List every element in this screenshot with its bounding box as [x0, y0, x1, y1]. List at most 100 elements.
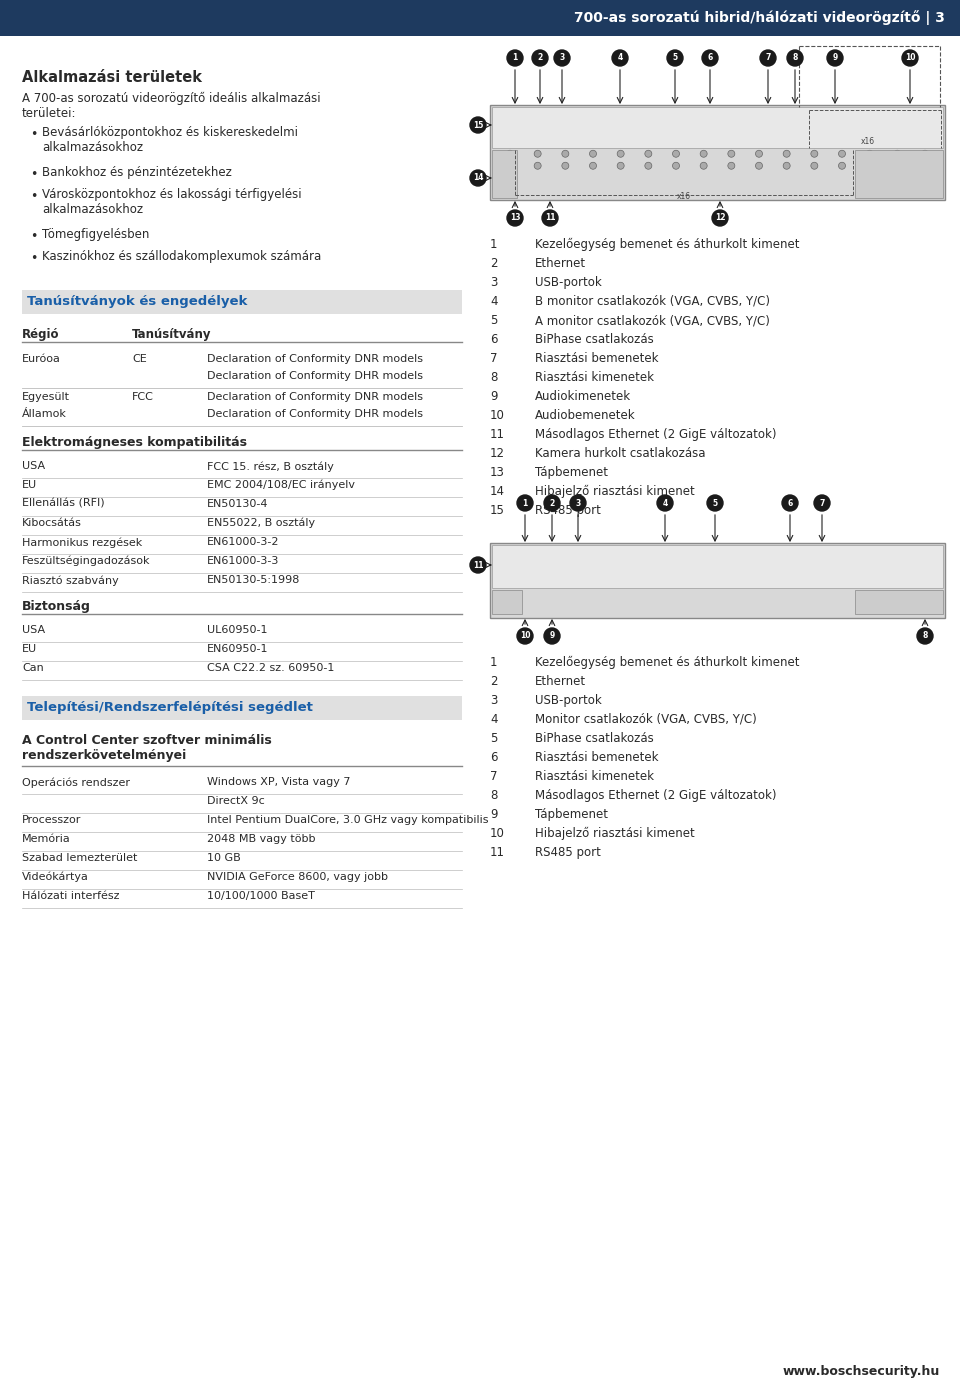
Circle shape [811, 162, 818, 169]
Text: Ethernet: Ethernet [535, 257, 587, 269]
Bar [490, 105, 945, 200]
Text: Harmonikus rezgések: Harmonikus rezgések [22, 537, 142, 547]
Text: B monitor csatlakozók (VGA, CVBS, Y/C): B monitor csatlakozók (VGA, CVBS, Y/C) [535, 295, 770, 309]
Text: 11: 11 [490, 846, 505, 859]
Text: Declaration of Conformity DNR models: Declaration of Conformity DNR models [207, 355, 423, 364]
Circle shape [645, 151, 652, 158]
Text: 11: 11 [490, 429, 505, 441]
Bar [855, 591, 943, 614]
Bar [0, 0, 960, 36]
Text: 9: 9 [490, 808, 497, 821]
Text: Biztonság: Biztonság [22, 600, 91, 613]
Text: Másodlagos Ethernet (2 GigE változatok): Másodlagos Ethernet (2 GigE változatok) [535, 789, 777, 801]
Text: UL60950-1: UL60950-1 [207, 625, 268, 635]
Text: 1: 1 [513, 53, 517, 63]
Text: 700-as sorozatú hibrid/hálózati videorögzítő | 3: 700-as sorozatú hibrid/hálózati videorög… [574, 11, 945, 25]
Bar [855, 149, 943, 198]
Circle shape [667, 50, 683, 66]
Circle shape [811, 151, 818, 158]
Circle shape [612, 50, 628, 66]
Text: 14: 14 [490, 484, 505, 498]
Text: Kezelőegység bemenet és áthurkolt kimenet: Kezelőegység bemenet és áthurkolt kimene… [535, 656, 800, 669]
Text: Can: Can [22, 663, 44, 673]
Text: 4: 4 [490, 295, 497, 309]
Circle shape [507, 162, 514, 169]
Text: 10 GB: 10 GB [207, 853, 241, 863]
Text: EN55022, B osztály: EN55022, B osztály [207, 518, 315, 529]
Circle shape [814, 496, 830, 511]
Circle shape [517, 628, 533, 644]
Text: Videókártya: Videókártya [22, 872, 89, 882]
Text: 11: 11 [472, 561, 483, 570]
Text: EU: EU [22, 480, 37, 490]
Text: Telepítési/Rendszerfelépítési segédlet: Telepítési/Rendszerfelépítési segédlet [27, 702, 313, 715]
Text: RS485 port: RS485 port [535, 504, 601, 517]
Text: Tápbemenet: Tápbemenet [535, 808, 608, 821]
Text: Feszültségingadozások: Feszültségingadozások [22, 556, 151, 567]
Text: 8: 8 [490, 371, 497, 384]
Text: 10/100/1000 BaseT: 10/100/1000 BaseT [207, 891, 315, 900]
Circle shape [827, 50, 843, 66]
Text: Memória: Memória [22, 833, 71, 845]
Text: Hálózati interfész: Hálózati interfész [22, 891, 119, 900]
Circle shape [617, 162, 624, 169]
Text: Hibajelző riasztási kimenet: Hibajelző riasztási kimenet [535, 484, 695, 498]
Text: CSA C22.2 sz. 60950-1: CSA C22.2 sz. 60950-1 [207, 663, 334, 673]
Circle shape [542, 209, 558, 226]
Text: Hibajelző riasztási kimenet: Hibajelző riasztási kimenet [535, 826, 695, 840]
Text: 8: 8 [490, 789, 497, 801]
Text: FCC 15. rész, B osztály: FCC 15. rész, B osztály [207, 461, 334, 472]
Circle shape [470, 557, 486, 572]
Text: 5: 5 [712, 498, 717, 508]
Circle shape [673, 162, 680, 169]
Circle shape [673, 151, 680, 158]
Circle shape [532, 50, 548, 66]
Text: Tápbemenet: Tápbemenet [535, 466, 608, 479]
Text: Tanúsítványok és engedélyek: Tanúsítványok és engedélyek [27, 296, 248, 309]
Text: 5: 5 [672, 53, 678, 63]
Text: USA: USA [22, 625, 45, 635]
Circle shape [917, 628, 933, 644]
Text: Régió: Régió [22, 328, 60, 341]
Text: 6: 6 [490, 334, 497, 346]
Circle shape [728, 151, 734, 158]
Circle shape [507, 50, 523, 66]
Circle shape [756, 151, 762, 158]
Bar [492, 107, 943, 148]
Circle shape [922, 162, 928, 169]
Text: Ellenállás (RFI): Ellenállás (RFI) [22, 498, 105, 510]
Circle shape [570, 496, 586, 511]
Text: Operációs rendszer: Operációs rendszer [22, 778, 130, 787]
Text: 2: 2 [538, 53, 542, 63]
Text: DirectX 9c: DirectX 9c [207, 796, 265, 805]
Text: Riasztási kimenetek: Riasztási kimenetek [535, 771, 654, 783]
Text: •: • [30, 128, 37, 141]
Text: •: • [30, 190, 37, 202]
Circle shape [562, 162, 569, 169]
Circle shape [866, 162, 874, 169]
Circle shape [617, 151, 624, 158]
Text: A monitor csatlakozók (VGA, CVBS, Y/C): A monitor csatlakozók (VGA, CVBS, Y/C) [535, 314, 770, 327]
Circle shape [866, 151, 874, 158]
Text: EN50130-4: EN50130-4 [207, 498, 269, 510]
Text: EN60950-1: EN60950-1 [207, 644, 269, 653]
Text: Declaration of Conformity DHR models: Declaration of Conformity DHR models [207, 371, 423, 381]
Text: Alkalmazási területek: Alkalmazási területek [22, 70, 202, 85]
Text: 11: 11 [544, 214, 555, 222]
Text: •: • [30, 230, 37, 243]
Text: EN61000-3-3: EN61000-3-3 [207, 556, 279, 565]
Text: 7: 7 [819, 498, 825, 508]
Circle shape [894, 162, 900, 169]
Text: 10: 10 [904, 53, 915, 63]
Circle shape [783, 151, 790, 158]
Circle shape [534, 162, 541, 169]
Text: 5: 5 [490, 732, 497, 745]
Text: 6: 6 [708, 53, 712, 63]
Text: 14: 14 [472, 173, 483, 183]
Text: BiPhase csatlakozás: BiPhase csatlakozás [535, 334, 654, 346]
Bar [492, 149, 517, 198]
Circle shape [902, 50, 918, 66]
Circle shape [787, 50, 803, 66]
Text: 9: 9 [832, 53, 838, 63]
Text: 13: 13 [490, 466, 505, 479]
